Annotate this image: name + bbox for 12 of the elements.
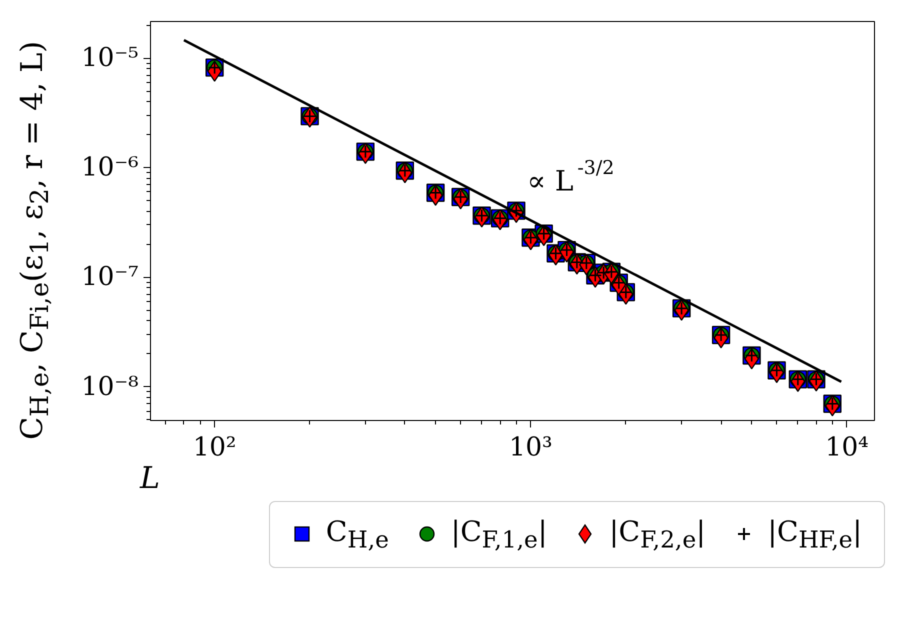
y-tick-label: 10⁻⁸: [81, 372, 139, 402]
y-tick-label: 10⁻⁷: [81, 262, 139, 292]
legend-label: C$_{H,e}$: [326, 514, 389, 556]
legend-label: |C$_{F,1,e}$|: [450, 514, 548, 556]
x-tick-label: 10²: [192, 432, 236, 462]
x-tick-label: 10⁴: [825, 432, 869, 462]
x-tick-label: 10³: [508, 432, 552, 462]
legend-label: |C$_{HF,e}$|: [768, 514, 862, 556]
y-tick-label: 10⁻⁵: [81, 43, 139, 74]
y-tick-label: 10⁻⁶: [81, 152, 139, 183]
x-axis-title: L: [140, 460, 160, 498]
legend-label: |C$_{F,2,e}$|: [609, 514, 706, 556]
